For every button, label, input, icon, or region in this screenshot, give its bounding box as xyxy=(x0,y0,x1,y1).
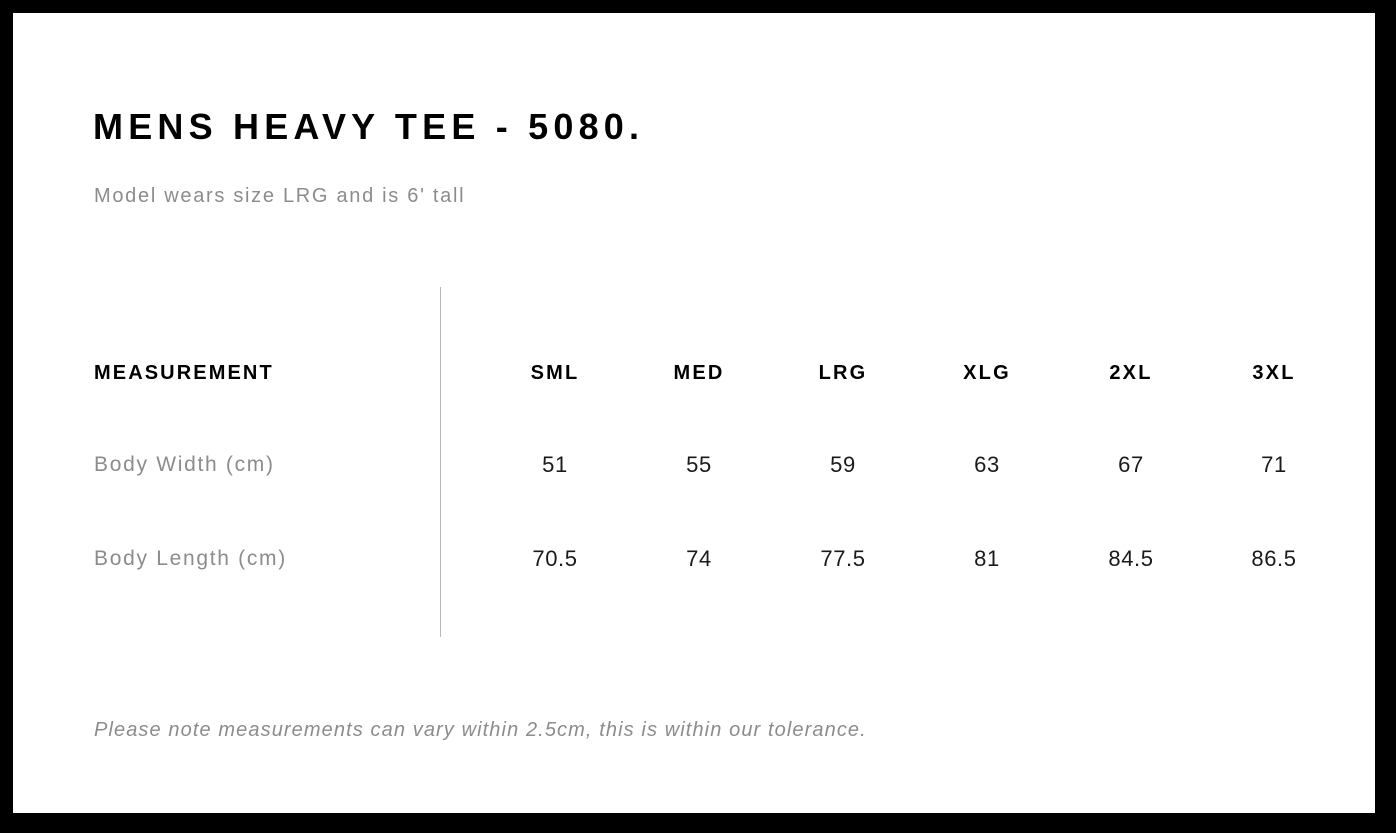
table-row: Body Length (cm) 70.5 74 77.5 81 84.5 86… xyxy=(13,539,1375,579)
cell-body-length-med: 74 xyxy=(686,546,712,571)
cell-body-width-2xl: 67 xyxy=(1118,452,1144,477)
table-header-row: MEASUREMENT SML MED LRG XLG 2XL 3XL xyxy=(13,353,1375,393)
cell-body-width-xlg: 63 xyxy=(974,452,1000,477)
cell-body-length-xlg: 81 xyxy=(974,546,1000,571)
page-title: MENS HEAVY TEE - 5080. xyxy=(93,106,645,147)
column-header-3xl: 3XL xyxy=(1252,362,1296,384)
cell-body-length-lrg: 77.5 xyxy=(820,546,866,571)
model-info-subtitle: Model wears size LRG and is 6' tall xyxy=(94,185,466,207)
tolerance-footnote: Please note measurements can vary within… xyxy=(94,719,867,741)
cell-body-length-2xl: 84.5 xyxy=(1108,546,1154,571)
row-label-body-width: Body Width (cm) xyxy=(94,453,275,476)
cell-body-length-sml: 70.5 xyxy=(532,546,578,571)
column-header-lrg: LRG xyxy=(818,362,868,384)
row-label-body-length: Body Length (cm) xyxy=(94,547,287,570)
column-header-2xl: 2XL xyxy=(1109,362,1153,384)
table-vertical-divider xyxy=(440,287,441,637)
cell-body-width-lrg: 59 xyxy=(830,452,856,477)
column-header-xlg: XLG xyxy=(963,362,1011,384)
size-guide-sheet: MENS HEAVY TEE - 5080. Model wears size … xyxy=(13,13,1375,813)
column-header-med: MED xyxy=(673,362,725,384)
cell-body-width-sml: 51 xyxy=(542,452,568,477)
column-header-sml: SML xyxy=(530,362,580,384)
cell-body-width-med: 55 xyxy=(686,452,712,477)
cell-body-width-3xl: 71 xyxy=(1261,452,1287,477)
cell-body-length-3xl: 86.5 xyxy=(1251,546,1297,571)
column-header-measurement: MEASUREMENT xyxy=(94,362,274,384)
table-row: Body Width (cm) 51 55 59 63 67 71 xyxy=(13,445,1375,485)
